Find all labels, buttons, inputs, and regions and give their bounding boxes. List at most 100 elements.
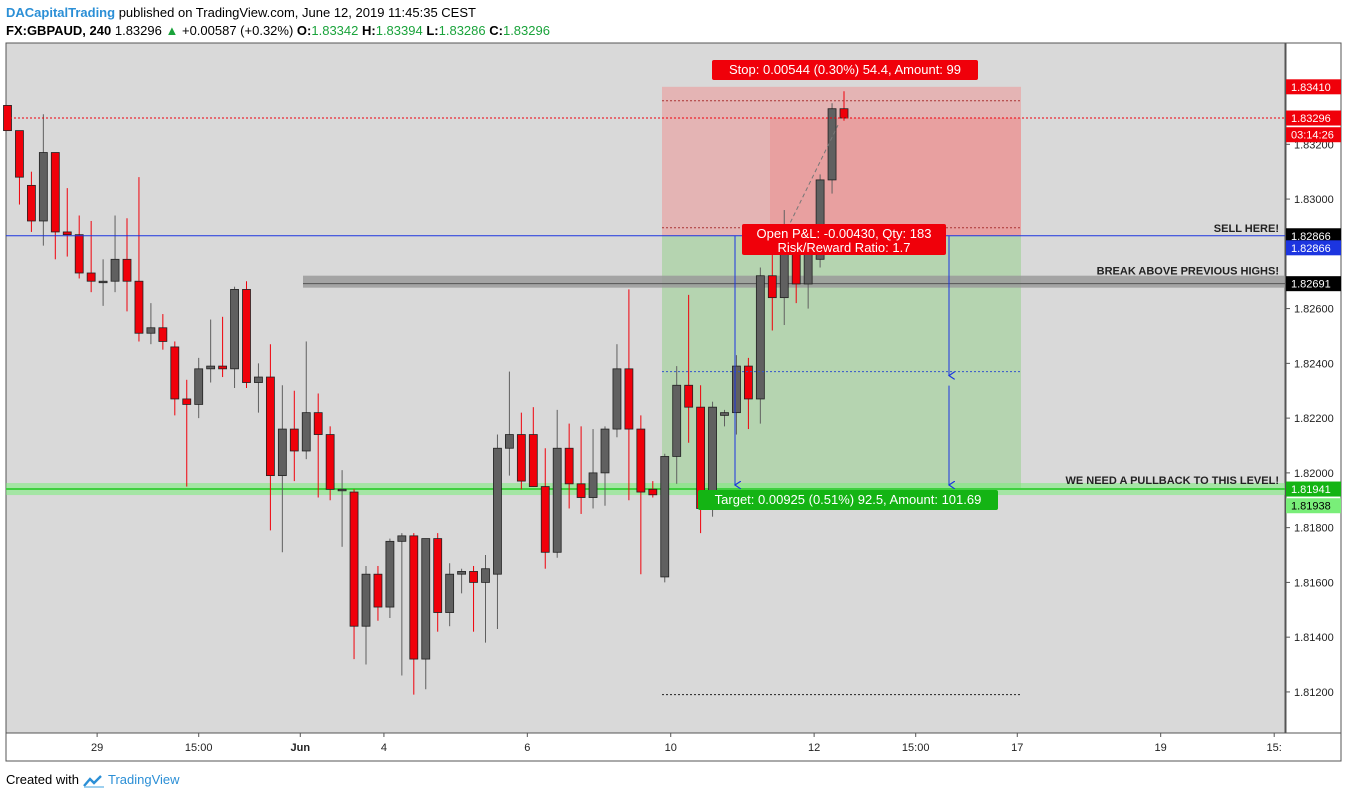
candle-body xyxy=(218,365,228,370)
candle-body xyxy=(839,108,849,119)
price-ticks: 1.81200 1.81400 1.81600 1.81800 1.82000 1.822… xyxy=(1286,139,1334,699)
trade-zones xyxy=(6,86,1285,496)
candle-body xyxy=(146,327,156,334)
candle-body xyxy=(564,447,574,485)
stop-label-text-0: Stop: 0.00544 (0.30%) 54.4, Amount: 99 xyxy=(729,62,961,77)
plot-area[interactable] xyxy=(5,42,1286,734)
candle-body xyxy=(86,272,96,282)
created-with-text: Created with xyxy=(6,772,79,787)
tradingview-logo-icon xyxy=(82,774,104,788)
candle-body xyxy=(576,483,586,498)
y-tick-label: 1.81800 xyxy=(1294,523,1334,535)
candle-body xyxy=(15,130,24,178)
candle-body xyxy=(373,573,383,608)
change-value: +0.00587 (+0.32%) xyxy=(181,23,294,38)
x-tick-label: 6 xyxy=(524,742,530,754)
y-tick-label: 1.82000 xyxy=(1294,468,1334,480)
price-tag-text: 1.83296 xyxy=(1291,113,1331,125)
publish-line: DACapitalTrading published on TradingVie… xyxy=(6,4,1306,22)
price-tag-bg xyxy=(1286,110,1341,126)
candle-body xyxy=(313,412,323,435)
price-axis[interactable] xyxy=(1285,42,1342,734)
price-tag-bg xyxy=(1286,481,1341,497)
time-ticks: 29 15:00 Jun 4 6 10 12 15:00 17 19 15: xyxy=(91,733,1282,754)
candle-body xyxy=(170,346,180,400)
candle-body xyxy=(720,412,729,416)
author-link[interactable]: DACapitalTrading xyxy=(6,5,116,20)
candle-body xyxy=(206,365,216,370)
candle-body xyxy=(98,280,108,284)
y-tick-label: 1.81600 xyxy=(1294,577,1334,589)
price-tag-bg xyxy=(1286,276,1341,292)
candle-body xyxy=(62,231,72,236)
candle-body xyxy=(600,428,610,474)
x-tick-label: 19 xyxy=(1155,742,1167,754)
open-value: 1.83342 xyxy=(311,23,359,38)
candle-body xyxy=(134,280,144,334)
price-tag-bg xyxy=(1286,228,1341,244)
low-label: L: xyxy=(426,23,439,38)
price-tag-bg xyxy=(1286,79,1341,95)
candle-body xyxy=(612,368,622,430)
target-label-box xyxy=(698,490,998,510)
time-axis[interactable] xyxy=(5,732,1342,762)
candle-body xyxy=(504,434,514,449)
candle-body xyxy=(552,447,562,553)
candle-body xyxy=(26,184,36,222)
candle-body xyxy=(337,488,347,492)
candle-body xyxy=(301,412,311,452)
candle-body xyxy=(648,488,658,496)
candle-body xyxy=(445,573,455,613)
x-tick-label: 4 xyxy=(381,742,387,754)
price-tag-text: 1.81938 xyxy=(1291,501,1331,513)
close-value: 1.83296 xyxy=(502,23,550,38)
price-tag-bg xyxy=(1286,127,1341,143)
candle-body xyxy=(277,428,287,477)
candle-body xyxy=(684,384,694,408)
y-tick-label: 1.82400 xyxy=(1294,358,1334,370)
tradingview-brand[interactable]: TradingView xyxy=(108,772,180,787)
candle-body xyxy=(325,434,335,490)
candle-body xyxy=(493,447,502,575)
candle-body xyxy=(755,275,765,400)
candle-body xyxy=(182,398,192,405)
open-label-text-1: Risk/Reward Ratio: 1.7 xyxy=(778,240,911,255)
candle-body xyxy=(481,568,490,583)
price-tag-text: 1.81941 xyxy=(1291,484,1331,496)
candle-body xyxy=(397,535,407,542)
candle-body xyxy=(827,108,837,181)
x-tick-label: 15:00 xyxy=(902,742,930,754)
candle-body xyxy=(254,376,263,383)
footer: Created with TradingView xyxy=(6,772,180,788)
y-tick-label: 1.83000 xyxy=(1294,194,1334,206)
candle-body xyxy=(74,234,84,274)
overlays: Stop: 0.00544 (0.30%) 54.4, Amount: 99 Op… xyxy=(6,60,1285,696)
price-tag-bg xyxy=(1286,240,1341,256)
price-tag-bg xyxy=(1286,498,1341,514)
candle-body xyxy=(421,538,431,660)
price-tag-text: 1.82866 xyxy=(1291,231,1331,243)
x-tick-label: 15:00 xyxy=(185,742,213,754)
open-label: O: xyxy=(296,23,312,38)
break-above-label: BREAK ABOVE PREVIOUS HIGHS! xyxy=(1097,266,1279,278)
candle-body xyxy=(815,179,825,260)
x-tick-label: Jun xyxy=(290,742,310,754)
published-text: published on TradingView.com, June 12, 2… xyxy=(118,5,476,20)
high-value: 1.83394 xyxy=(375,23,423,38)
candle-body xyxy=(672,384,682,457)
chart-header: DACapitalTrading published on TradingVie… xyxy=(6,4,1306,44)
price-tag-text: 1.83410 xyxy=(1291,82,1331,94)
open-label-text-0: Open P&L: -0.00430, Qty: 183 xyxy=(757,226,932,241)
candle-body xyxy=(385,540,395,608)
x-tick-label: 10 xyxy=(665,742,677,754)
candle-body xyxy=(349,491,359,627)
candle-body xyxy=(457,571,467,575)
candle-body xyxy=(540,486,550,553)
candle-body xyxy=(660,456,670,578)
candle-body xyxy=(242,289,251,383)
candle-body xyxy=(433,538,443,613)
candle-body xyxy=(624,368,634,430)
candle-body xyxy=(409,535,419,660)
